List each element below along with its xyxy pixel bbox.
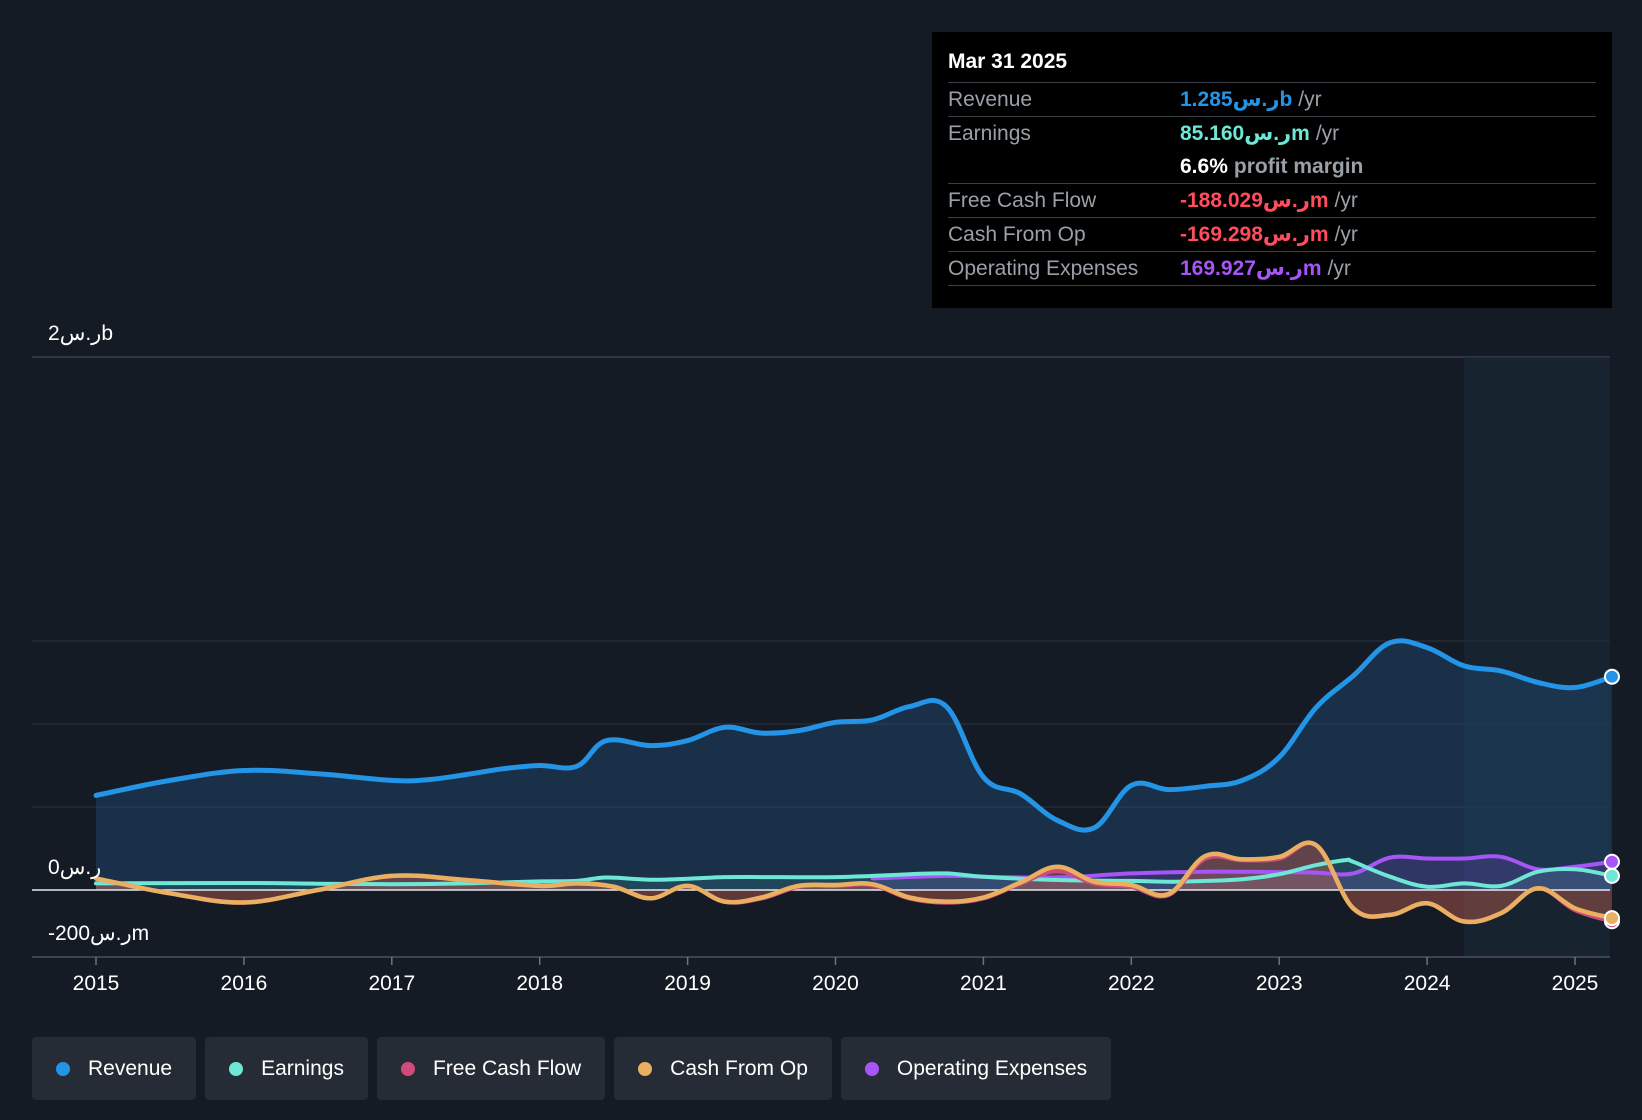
tooltip-row-earnings: Earnings 85.160ر.سm /yr — [948, 116, 1596, 150]
end-dot-earnings — [1603, 867, 1620, 884]
x-tick-label: 2017 — [368, 972, 415, 995]
cash-from-op-dot-icon — [638, 1061, 653, 1076]
data-tooltip: Mar 31 2025 Revenue 1.285ر.سb /yr Earnin… — [932, 32, 1612, 308]
x-tick-label: 2021 — [960, 972, 1007, 995]
line-earnings — [94, 857, 1614, 889]
series-lines — [93, 638, 1615, 925]
tooltip-value-earnings: 85.160ر.سm — [1180, 122, 1310, 145]
tooltip-label: Operating Expenses — [948, 256, 1139, 280]
tooltip-label: Free Cash Flow — [948, 188, 1097, 212]
x-tick-label: 2022 — [1108, 972, 1155, 995]
legend-item-revenue[interactable]: Revenue — [32, 1037, 197, 1100]
x-tick-label: 2020 — [812, 972, 859, 995]
x-tick-label: 2015 — [73, 972, 120, 995]
x-tick-label: 2023 — [1256, 972, 1303, 995]
earnings-dot-icon — [229, 1061, 244, 1076]
tooltip-label: Cash From Op — [948, 222, 1086, 246]
tooltip-value-cash-from-op: -169.298ر.سm — [1180, 223, 1329, 246]
revenue-dot-icon — [56, 1061, 70, 1076]
tooltip-row-profit-margin: 6.6% profit margin — [948, 150, 1596, 183]
legend-label: Revenue — [88, 1056, 173, 1080]
legend-item-free-cash-flow[interactable]: Free Cash Flow — [376, 1037, 606, 1100]
operating-expenses-dot-icon — [864, 1061, 879, 1076]
legend-label: Cash From Op — [670, 1056, 808, 1080]
x-tick-label: 2019 — [664, 972, 711, 995]
tooltip-label: Earnings — [948, 121, 1031, 145]
end-dot-cfo — [1603, 910, 1620, 927]
y-axis-bottom-label: -200ر.سm — [48, 922, 149, 946]
y-axis-top-label: 2ر.سb — [48, 322, 113, 346]
free-cash-flow-dot-icon — [400, 1061, 415, 1076]
tooltip-value-revenue: 1.285ر.سb — [1180, 88, 1293, 111]
x-tick-label: 2024 — [1404, 972, 1451, 995]
tooltip-unit: /yr — [1334, 222, 1358, 246]
tooltip-label: Revenue — [948, 87, 1033, 111]
tooltip-row-operating-expenses: Operating Expenses 169.927ر.سm /yr — [948, 251, 1596, 286]
tooltip-unit: profit margin — [1233, 154, 1364, 178]
tooltip-row-free-cash-flow: Free Cash Flow -188.029ر.سm /yr — [948, 183, 1596, 217]
tooltip-unit: /yr — [1334, 188, 1358, 212]
series-end-dots — [1603, 668, 1620, 930]
legend-label: Earnings — [261, 1056, 344, 1080]
legend-item-cash-from-op[interactable]: Cash From Op — [614, 1037, 832, 1100]
area-earnings — [96, 859, 1612, 890]
area-cfo — [96, 842, 1612, 922]
area-revenue — [96, 640, 1612, 890]
x-axis-ticks: 2015 2016 2017 2018 2019 2020 2021 2022 2023 2024… — [73, 957, 1599, 995]
tooltip-value-operating-expenses: 169.927ر.سm — [1180, 257, 1322, 280]
x-tick-label: 2018 — [516, 972, 563, 995]
area-fcf — [96, 842, 1612, 922]
tooltip-unit: /yr — [1327, 256, 1351, 280]
tooltip-row-cash-from-op: Cash From Op -169.298ر.سm /yr — [948, 217, 1596, 251]
end-dot-revenue — [1603, 668, 1620, 685]
y-axis-zero-label: 0ر.س — [48, 856, 101, 880]
line-cfo — [93, 840, 1615, 925]
end-dot-opex — [1603, 853, 1620, 870]
tooltip-unit: /yr — [1298, 87, 1322, 111]
tooltip-value-profit-margin: 6.6% — [1180, 154, 1228, 178]
legend-label: Operating Expenses — [896, 1056, 1088, 1080]
x-tick-label: 2025 — [1552, 972, 1599, 995]
tooltip-value-free-cash-flow: -188.029ر.سm — [1180, 189, 1329, 212]
legend-label: Free Cash Flow — [432, 1056, 582, 1080]
tooltip-unit: /yr — [1315, 121, 1340, 145]
tooltip-date: Mar 31 2025 — [948, 50, 1068, 73]
x-tick-label: 2016 — [221, 972, 268, 995]
legend-item-operating-expenses[interactable]: Operating Expenses — [840, 1037, 1112, 1100]
line-revenue — [93, 638, 1615, 833]
legend-item-earnings[interactable]: Earnings — [205, 1037, 368, 1100]
series-areas — [96, 640, 1612, 922]
tooltip-row-revenue: Revenue 1.285ر.سb /yr — [948, 82, 1596, 116]
chart-legend: Revenue Earnings Free Cash Flow Cash Fro… — [32, 1037, 1112, 1100]
